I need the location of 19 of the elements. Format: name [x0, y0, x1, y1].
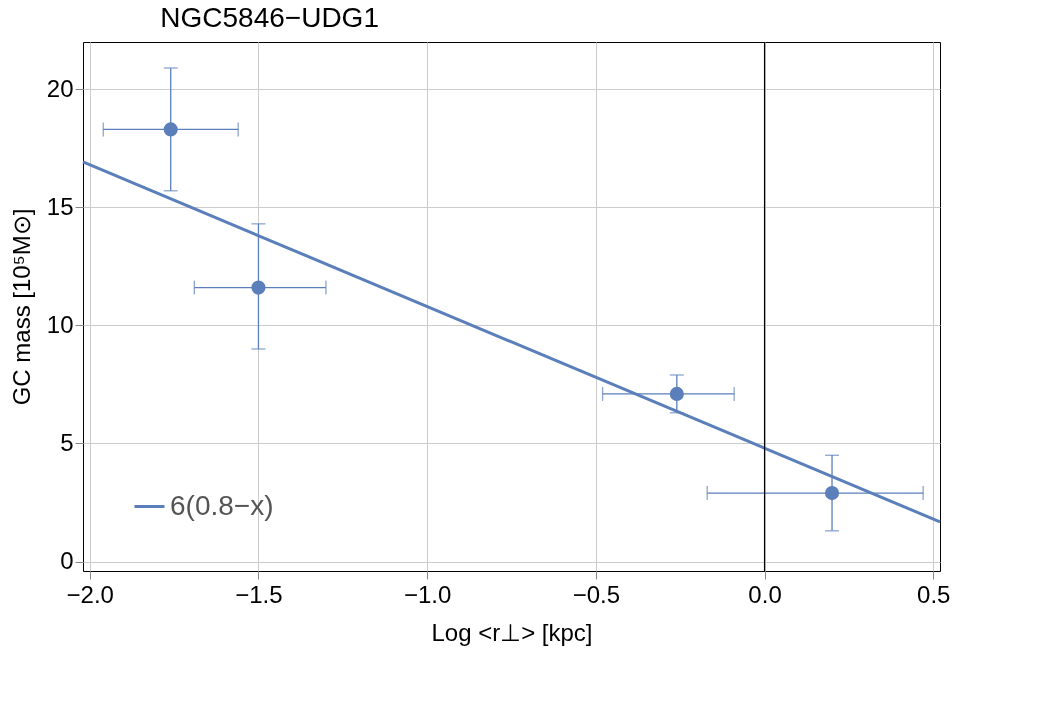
y-tick-label: 20 — [46, 74, 74, 102]
legend-label: 6(0.8−x) — [170, 489, 274, 521]
point — [163, 122, 178, 137]
chart-title: NGC5846−UDG1 — [160, 2, 379, 34]
y-tick-label: 5 — [60, 428, 74, 456]
x-tick-label: 0.5 — [917, 580, 951, 608]
x-tick-label: 0.0 — [748, 580, 782, 608]
x-tick-label: −1.0 — [403, 580, 452, 608]
x-tick-label: −2.0 — [66, 580, 114, 608]
point — [824, 486, 840, 501]
point — [251, 280, 266, 295]
y-tick-label: 15 — [46, 192, 74, 220]
y-tick-label: 0 — [60, 547, 74, 575]
point — [669, 386, 684, 401]
y-axis-title: GC mass [10⁵M⊙] — [7, 208, 35, 406]
x-axis-title: Log <r⊥> [kpc] — [431, 618, 593, 646]
x-tick-label: −0.5 — [572, 580, 621, 608]
y-tick-label: 10 — [46, 310, 74, 338]
x-tick-label: −1.5 — [235, 580, 283, 608]
